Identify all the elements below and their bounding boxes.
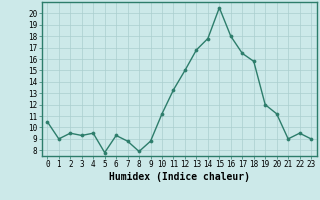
X-axis label: Humidex (Indice chaleur): Humidex (Indice chaleur) [109, 172, 250, 182]
